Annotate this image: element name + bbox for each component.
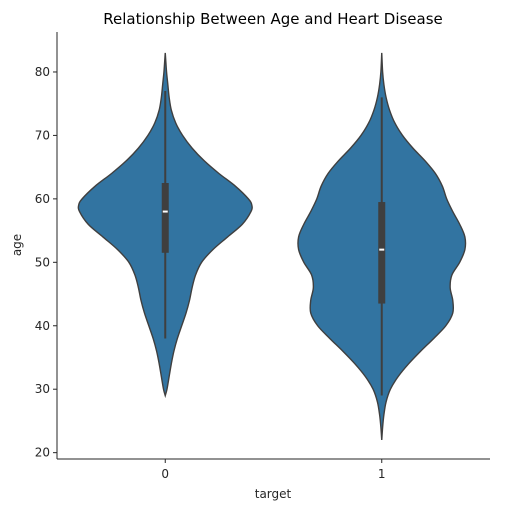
violins-layer (78, 53, 465, 440)
x-tick-label: 0 (161, 467, 169, 481)
y-tick-label: 30 (35, 382, 50, 396)
y-tick-label: 20 (35, 446, 50, 460)
violin-group-0 (78, 53, 252, 396)
y-axis-label: age (10, 234, 24, 256)
y-tick-label: 70 (35, 128, 50, 142)
chart-title: Relationship Between Age and Heart Disea… (103, 10, 443, 28)
y-tick-label: 80 (35, 65, 50, 79)
y-ticks: 20 30 40 50 60 70 80 (35, 65, 57, 460)
y-tick-label: 50 (35, 255, 50, 269)
y-tick-label: 60 (35, 192, 50, 206)
violin-iqr-box (378, 202, 385, 304)
violin-group-1 (298, 53, 466, 440)
x-axis-label: target (255, 487, 292, 501)
violin-iqr-box (162, 183, 169, 253)
x-tick-label: 1 (378, 467, 386, 481)
y-tick-label: 40 (35, 319, 50, 333)
